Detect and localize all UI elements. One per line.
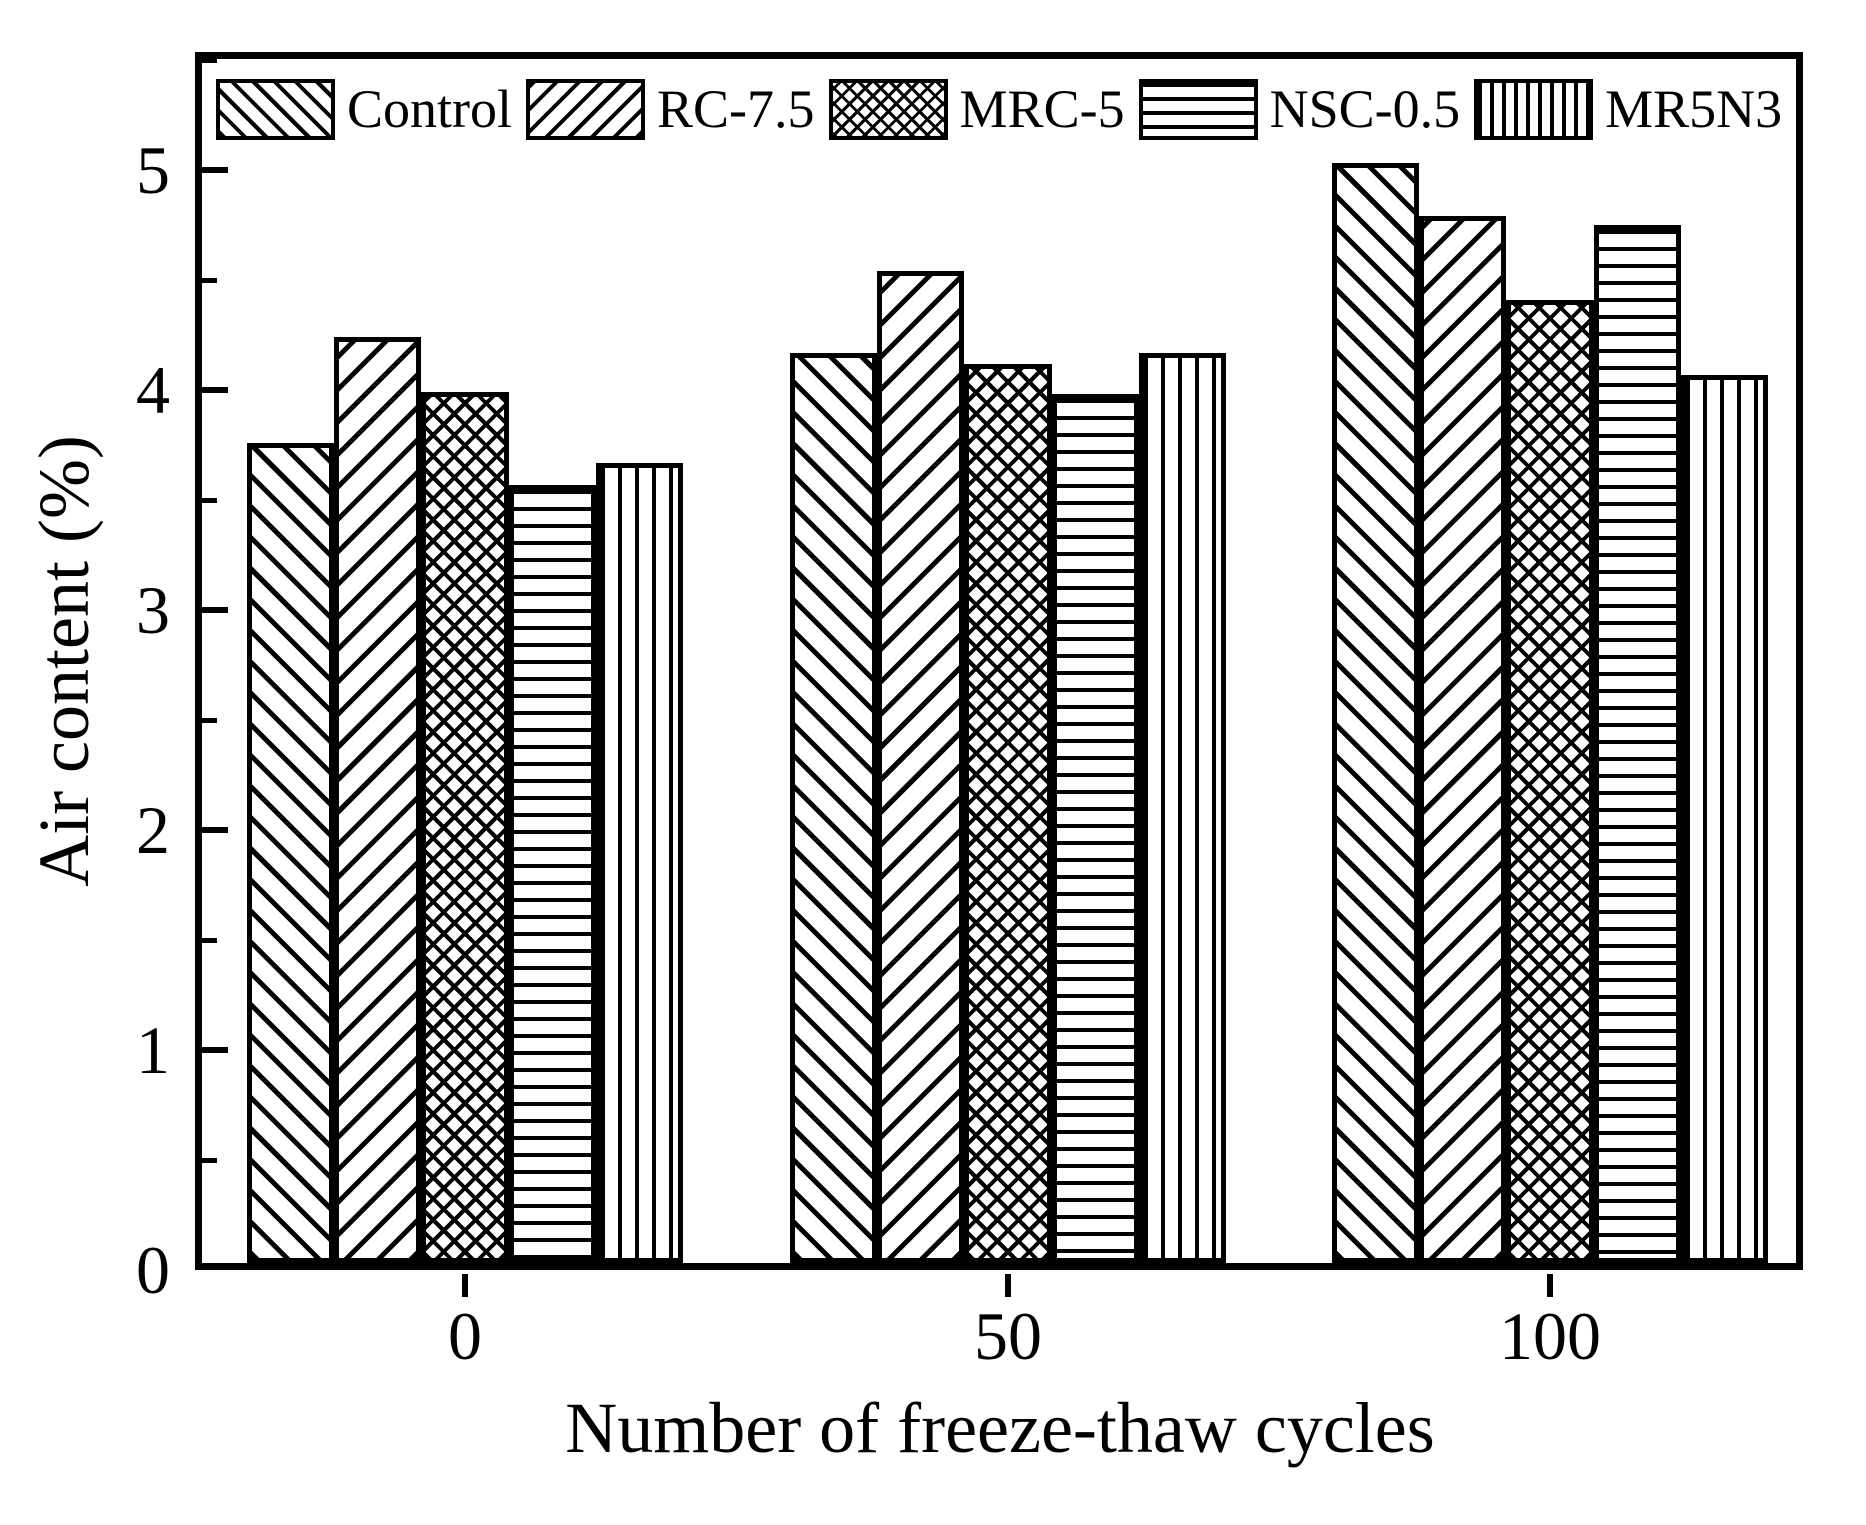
legend-swatch-diagonal-backward-icon bbox=[526, 78, 646, 140]
y-tick-label-1: 1 bbox=[136, 1012, 170, 1088]
legend-label-nsc-0.5: NSC-0.5 bbox=[1269, 79, 1461, 139]
legend-swatch-vertical-lines-icon bbox=[1474, 78, 1594, 140]
x-axis-title: Number of freeze-thaw cycles bbox=[565, 1388, 1435, 1468]
y-axis-major-tick-5 bbox=[202, 167, 228, 173]
y-axis-major-tick-1 bbox=[202, 1047, 228, 1053]
y-axis-minor-tick-1.5 bbox=[202, 938, 217, 943]
y-tick-label-3: 3 bbox=[136, 572, 170, 648]
y-axis-minor-tick-3.5 bbox=[202, 498, 217, 503]
bar-rc-7.5-group-50 bbox=[877, 271, 965, 1263]
legend-label-mrc-5: MRC-5 bbox=[959, 79, 1125, 139]
legend-item-control: Control bbox=[216, 78, 513, 140]
legend-item-rc-7.5: RC-7.5 bbox=[526, 78, 815, 140]
x-axis-tick-0 bbox=[462, 1274, 468, 1297]
legend-item-mr5n3: MR5N3 bbox=[1474, 78, 1783, 140]
legend-label-control: Control bbox=[347, 79, 513, 139]
y-tick-label-0: 0 bbox=[136, 1232, 170, 1308]
bar-mr5n3-group-0 bbox=[595, 463, 683, 1263]
y-axis-minor-tick-5.5 bbox=[202, 59, 217, 63]
bar-mr5n3-group-50 bbox=[1138, 353, 1226, 1263]
y-axis-major-tick-3 bbox=[202, 607, 228, 613]
plot-inner-region bbox=[202, 59, 1796, 1263]
legend-label-rc-7.5: RC-7.5 bbox=[657, 79, 815, 139]
y-axis-minor-tick-4.5 bbox=[202, 278, 217, 283]
plot-area bbox=[195, 52, 1803, 1270]
bar-rc-7.5-group-100 bbox=[1419, 216, 1507, 1263]
x-tick-label-100: 100 bbox=[1499, 1298, 1601, 1374]
y-tick-label-2: 2 bbox=[136, 792, 170, 868]
y-axis-major-tick-2 bbox=[202, 827, 228, 833]
legend-swatch-diagonal-forward-icon bbox=[216, 78, 335, 140]
x-axis-tick-100 bbox=[1547, 1274, 1553, 1297]
bar-rc-7.5-group-0 bbox=[334, 337, 422, 1263]
x-tick-label-0: 0 bbox=[448, 1298, 482, 1374]
y-axis-major-tick-4 bbox=[202, 387, 228, 393]
bar-nsc-0.5-group-50 bbox=[1051, 394, 1139, 1263]
bar-nsc-0.5-group-100 bbox=[1593, 225, 1681, 1263]
bar-mrc-5-group-50 bbox=[964, 364, 1052, 1263]
bar-control-group-0 bbox=[247, 443, 335, 1263]
y-axis-minor-tick-2.5 bbox=[202, 718, 217, 723]
legend-swatch-crosshatch-icon bbox=[828, 78, 948, 140]
bar-mrc-5-group-0 bbox=[421, 392, 509, 1263]
y-tick-label-5: 5 bbox=[136, 132, 170, 208]
y-tick-label-4: 4 bbox=[136, 352, 170, 428]
x-tick-label-50: 50 bbox=[974, 1298, 1042, 1374]
bar-mr5n3-group-100 bbox=[1680, 375, 1768, 1263]
legend-label-mr5n3: MR5N3 bbox=[1605, 79, 1783, 139]
x-axis-tick-50 bbox=[1005, 1274, 1011, 1297]
legend-item-mrc-5: MRC-5 bbox=[828, 78, 1125, 140]
legend-swatch-horizontal-lines-icon bbox=[1138, 78, 1258, 140]
bar-nsc-0.5-group-0 bbox=[508, 485, 596, 1263]
legend-item-nsc-0.5: NSC-0.5 bbox=[1138, 78, 1461, 140]
bar-control-group-100 bbox=[1332, 163, 1420, 1263]
y-axis-minor-tick-0.5 bbox=[202, 1158, 217, 1163]
bar-mrc-5-group-100 bbox=[1506, 300, 1594, 1263]
bar-control-group-50 bbox=[790, 353, 878, 1263]
legend: Control RC-7.5 MRC-5 NSC-0.5 MR5N3 bbox=[216, 76, 1782, 142]
